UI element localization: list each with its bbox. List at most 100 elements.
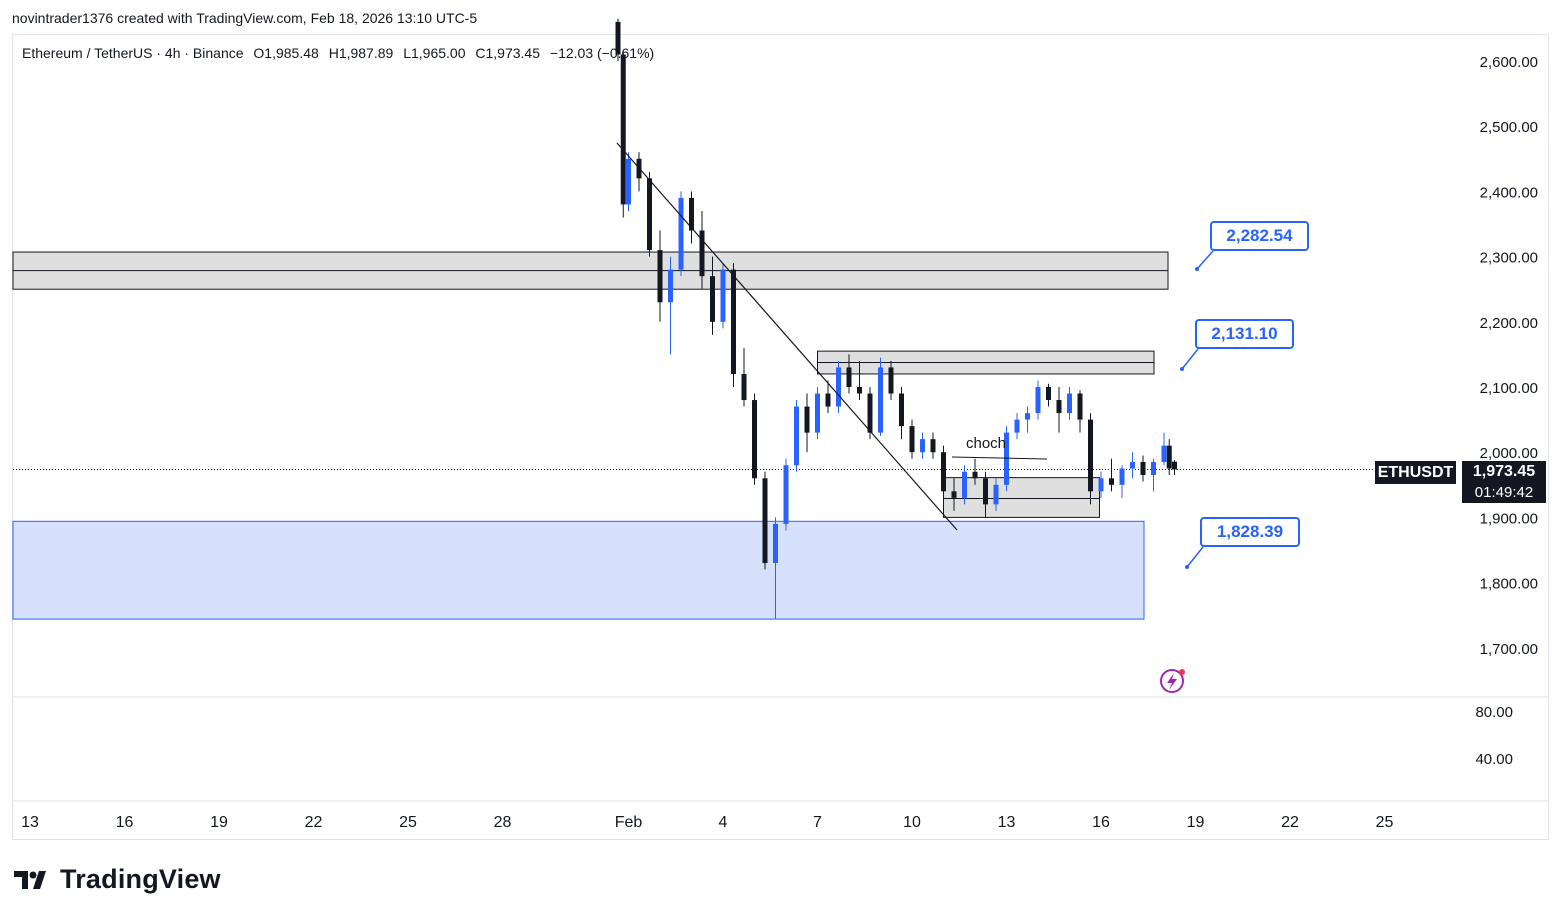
candle bbox=[1119, 465, 1125, 498]
lightning-icon bbox=[1160, 669, 1185, 693]
time-tick-label: 19 bbox=[1187, 814, 1205, 831]
candle-body bbox=[951, 491, 957, 498]
candle bbox=[1151, 458, 1156, 492]
candle bbox=[920, 432, 925, 459]
candle-body bbox=[983, 478, 988, 505]
candle bbox=[773, 517, 778, 619]
symbol-name[interactable]: Ethereum / TetherUS · 4h · Binance bbox=[22, 45, 244, 61]
candle bbox=[899, 387, 904, 440]
candle bbox=[1161, 432, 1167, 466]
candle bbox=[636, 152, 642, 192]
candle bbox=[1088, 413, 1093, 505]
candle-body bbox=[867, 393, 873, 433]
candle-body bbox=[930, 439, 936, 453]
candle bbox=[1004, 426, 1009, 492]
candle bbox=[1140, 455, 1146, 482]
candle bbox=[941, 445, 946, 505]
time-tick-label: 25 bbox=[399, 814, 417, 831]
candle bbox=[972, 458, 978, 485]
indicator-tick-label: 80.00 bbox=[1475, 704, 1513, 721]
choch-text: choch bbox=[966, 435, 1006, 452]
label-low-connector bbox=[1186, 546, 1204, 568]
candle-body bbox=[815, 393, 820, 433]
price-tick-label: 2,400.00 bbox=[1480, 184, 1538, 201]
candle-body bbox=[668, 269, 673, 303]
candle bbox=[1014, 413, 1020, 440]
lightning-icon-ring bbox=[1160, 669, 1184, 693]
price-label-high[interactable]: 2,282.54 bbox=[1210, 221, 1309, 251]
candle bbox=[909, 419, 915, 459]
candle bbox=[741, 347, 747, 407]
candle bbox=[657, 230, 663, 322]
ohlc-change: −12.03 (−0.61%) bbox=[549, 45, 655, 61]
candle-body bbox=[762, 478, 768, 564]
candle bbox=[720, 263, 726, 329]
candle bbox=[815, 387, 820, 440]
time-tick-label: 7 bbox=[813, 814, 822, 831]
candle-body bbox=[1109, 478, 1114, 485]
candle-body bbox=[878, 367, 883, 433]
candle-body bbox=[1025, 413, 1030, 420]
candle-body bbox=[1130, 461, 1135, 469]
candle bbox=[647, 171, 652, 257]
time-tick-label: 22 bbox=[305, 814, 323, 831]
time-tick-label: 10 bbox=[903, 814, 921, 831]
candle-body bbox=[647, 178, 652, 251]
candle bbox=[689, 191, 694, 244]
time-tick-label: Feb bbox=[615, 814, 643, 831]
candle bbox=[762, 471, 768, 570]
time-tick-label: 22 bbox=[1281, 814, 1299, 831]
candle bbox=[794, 400, 799, 472]
candle-body bbox=[972, 471, 978, 479]
candle-body bbox=[1088, 419, 1093, 492]
label-mid-connector bbox=[1181, 348, 1199, 370]
zones-layer bbox=[12, 251, 1548, 802]
ticker-label: ETHUSDT bbox=[1375, 461, 1456, 484]
tradingview-brand: TradingView bbox=[14, 864, 221, 895]
candle-body bbox=[752, 400, 757, 479]
time-tick-label: 25 bbox=[1376, 814, 1394, 831]
time-axis: 13 16 19 22 25 28 Feb 4 7 10 13 16 19 22 25 bbox=[21, 814, 1393, 831]
trendline bbox=[616, 142, 958, 531]
price-label-mid[interactable]: 2,131.10 bbox=[1195, 319, 1294, 349]
candle bbox=[930, 432, 936, 459]
candle bbox=[836, 360, 841, 414]
time-tick-label: 13 bbox=[21, 814, 39, 831]
time-tick-label: 4 bbox=[719, 814, 728, 831]
label-mid-anchor bbox=[1180, 367, 1184, 371]
indicator-tick-label: 40.00 bbox=[1475, 751, 1513, 768]
candle bbox=[626, 152, 631, 211]
candle bbox=[731, 263, 736, 387]
ohlc-high: H1,987.89 bbox=[328, 45, 394, 61]
price-label-low[interactable]: 1,828.39 bbox=[1200, 517, 1300, 547]
price-tick-label: 2,000.00 bbox=[1480, 445, 1538, 462]
candle-body bbox=[657, 250, 663, 303]
candle-body bbox=[1077, 393, 1083, 420]
candle-body bbox=[1172, 461, 1177, 470]
candle-body bbox=[731, 269, 736, 374]
candle-body bbox=[962, 471, 967, 498]
candle bbox=[710, 256, 715, 335]
candle-body bbox=[794, 406, 799, 466]
candle bbox=[1109, 458, 1114, 492]
candle bbox=[962, 465, 967, 505]
candle-body bbox=[1161, 445, 1167, 462]
label-high-connector bbox=[1196, 250, 1214, 270]
label-low-anchor bbox=[1185, 565, 1189, 569]
candle-body bbox=[846, 367, 852, 387]
time-tick-label: 16 bbox=[116, 814, 134, 831]
candle-body bbox=[773, 523, 778, 564]
price-tick-label: 1,800.00 bbox=[1480, 576, 1538, 593]
tradingview-logo-icon bbox=[14, 867, 54, 893]
candle-body bbox=[699, 230, 705, 277]
candle-body bbox=[888, 367, 894, 394]
candle-body bbox=[1067, 393, 1072, 414]
price-tick-label: 1,900.00 bbox=[1480, 510, 1538, 527]
candle-body bbox=[1046, 387, 1051, 401]
candle-body bbox=[689, 197, 694, 231]
drawings-layer: choch bbox=[616, 142, 1214, 693]
price-tick-label: 2,100.00 bbox=[1480, 380, 1538, 397]
candle bbox=[699, 210, 705, 290]
candle bbox=[668, 256, 673, 355]
